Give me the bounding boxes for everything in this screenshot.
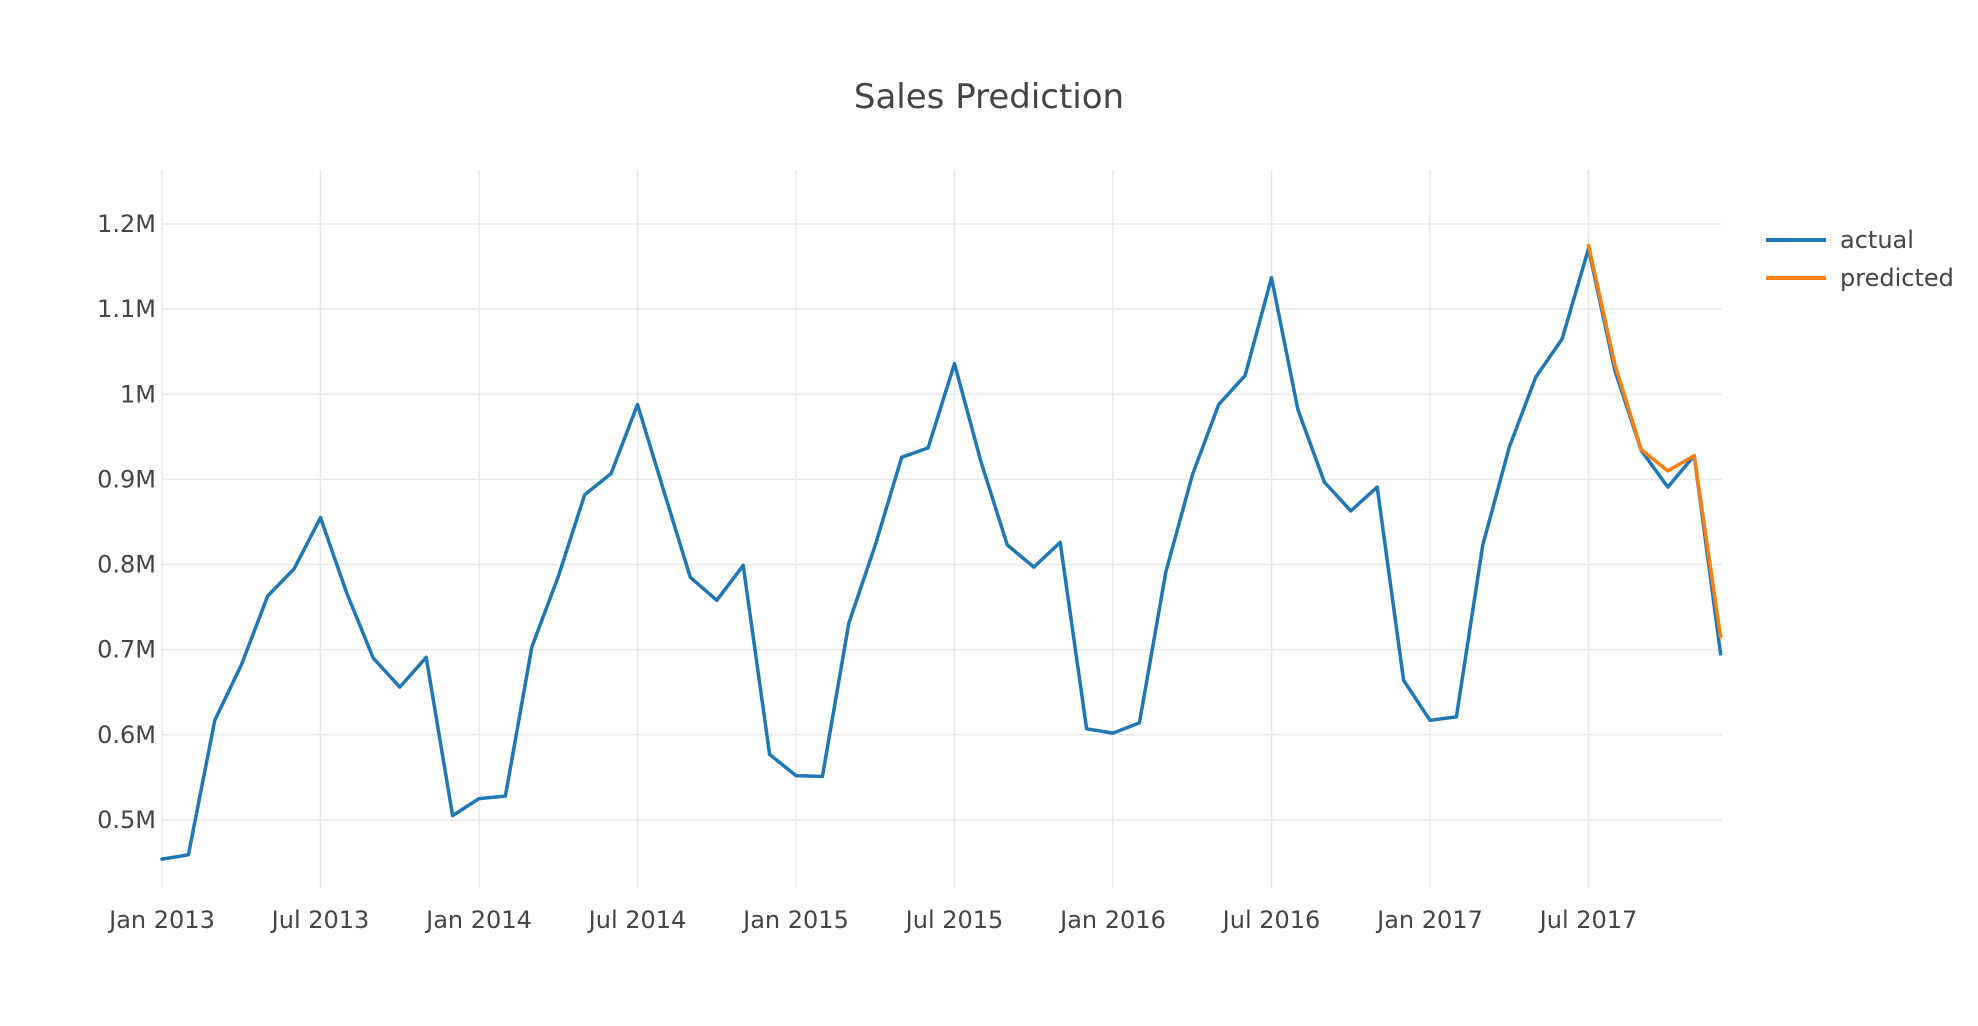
x-tick-label: Jan 2016 [1058,906,1166,934]
legend-label: predicted [1840,264,1954,292]
y-tick-label: 0.5M [97,806,156,834]
legend-label: actual [1840,226,1914,254]
grid-layer [161,170,1722,888]
x-tick-label: Jul 2017 [1538,906,1638,934]
x-tick-label: Jul 2016 [1221,906,1321,934]
y-tick-label: 1M [120,380,156,408]
axis-layer: 0.5M 0.6M 0.7M 0.8M 0.9M 1M 1.1M 1.2M Jan 2013 Ju… [97,210,1637,934]
series-layer [160,243,1723,861]
x-tick-label: Jan 2015 [741,906,849,934]
y-tick-label: 0.6M [97,721,156,749]
x-tick-label: Jul 2014 [587,906,687,934]
series-line-predicted[interactable] [1586,243,1723,639]
y-tick-label: 1.2M [97,210,156,238]
x-tick-label: Jul 2015 [904,906,1004,934]
legend[interactable]: actual predicted [1766,226,1954,292]
y-tick-label: 0.9M [97,465,156,493]
legend-item-actual[interactable]: actual [1766,226,1914,254]
x-tick-label: Jul 2013 [270,906,370,934]
y-tick-label: 1.1M [97,295,156,323]
series-line-actual[interactable] [160,246,1723,861]
y-tick-label: 0.8M [97,551,156,579]
x-tick-label: Jan 2013 [107,906,215,934]
legend-item-predicted[interactable]: predicted [1766,264,1954,292]
x-tick-label: Jan 2014 [424,906,532,934]
y-tick-label: 0.7M [97,636,156,664]
x-tick-label: Jan 2017 [1375,906,1483,934]
chart-title: Sales Prediction [854,77,1124,117]
